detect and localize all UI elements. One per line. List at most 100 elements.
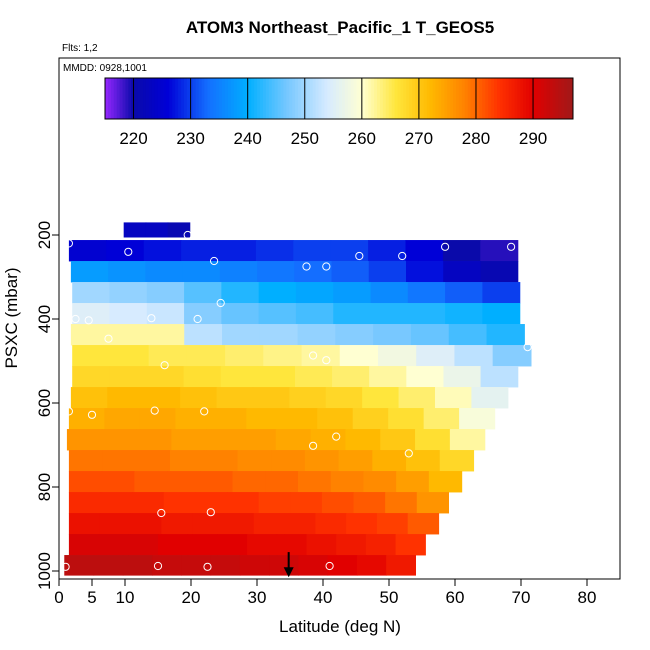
heat-cell xyxy=(315,513,347,535)
heat-cell xyxy=(471,387,509,409)
colorbar-segment xyxy=(567,78,571,119)
heat-cell xyxy=(275,429,312,451)
colorbar-segment xyxy=(549,78,554,119)
colorbar-segment xyxy=(426,78,431,119)
sample-point xyxy=(441,242,450,251)
heat-cell xyxy=(122,555,153,576)
colorbar-segment xyxy=(403,78,407,119)
colorbar-segment xyxy=(327,78,331,119)
heat-cell xyxy=(109,366,148,388)
heat-cell xyxy=(388,408,425,430)
colorbar-segment xyxy=(540,78,545,119)
heat-cell xyxy=(406,450,441,472)
colorbar-segment xyxy=(470,78,475,119)
colorbar-segment xyxy=(508,78,513,119)
colorbar-tick-label: 240 xyxy=(233,129,261,148)
colorbar-segment xyxy=(333,78,337,119)
heat-cell xyxy=(210,555,241,576)
heat-cell xyxy=(362,387,400,409)
colorbar-segment xyxy=(222,78,226,119)
heat-cell xyxy=(145,222,169,238)
y-tick-label: 200 xyxy=(35,221,54,249)
colorbar-tick-label: 220 xyxy=(119,129,147,148)
heat-cell xyxy=(107,387,145,409)
heat-cell xyxy=(376,513,409,535)
colorbar-segment xyxy=(134,78,138,119)
colorbar-tick-label: 290 xyxy=(519,129,547,148)
colorbar-segment xyxy=(204,78,208,119)
heat-cell xyxy=(353,492,386,514)
y-tick-label: 800 xyxy=(35,473,54,501)
colorbar-segment xyxy=(476,78,480,119)
heat-cell xyxy=(227,492,260,514)
heat-cell xyxy=(220,366,259,388)
x-tick-label: 5 xyxy=(87,588,96,607)
heat-cell xyxy=(396,471,430,493)
heat-cell xyxy=(333,303,372,325)
heat-cell xyxy=(134,471,168,493)
heat-cell xyxy=(170,450,205,472)
colorbar-segment xyxy=(125,78,129,119)
heat-cell xyxy=(290,492,323,514)
heat-cell xyxy=(66,429,103,451)
heat-cell xyxy=(72,282,111,304)
heat-cell xyxy=(265,471,299,493)
heat-cell xyxy=(370,303,409,325)
heat-cell xyxy=(199,471,234,493)
heat-cell xyxy=(407,282,446,304)
heat-cell xyxy=(68,450,104,472)
colorbar-segment xyxy=(157,78,162,119)
heat-cell xyxy=(108,324,148,346)
colorbar-segment xyxy=(537,78,542,119)
colorbar-segment xyxy=(458,78,463,119)
colorbar-tick-label: 270 xyxy=(405,129,433,148)
heat-cell xyxy=(269,555,299,576)
colorbar-tick-label: 230 xyxy=(176,129,204,148)
colorbar-segment xyxy=(570,78,574,119)
heat-cell xyxy=(449,429,486,451)
colorbar-segment xyxy=(107,78,112,119)
colorbar-segment xyxy=(128,78,132,119)
colorbar-segment xyxy=(210,78,214,119)
heat-cell xyxy=(416,345,456,367)
heat-cell xyxy=(136,429,172,451)
heat-cell xyxy=(423,408,460,430)
colorbar-segment xyxy=(116,78,121,119)
colorbar-segment xyxy=(262,78,267,119)
heat-cell xyxy=(246,408,283,430)
y-tick-label: 400 xyxy=(35,305,54,333)
colorbar-segment xyxy=(166,78,170,119)
colorbar-segment xyxy=(415,78,419,119)
heat-cell xyxy=(219,261,258,283)
heat-cell xyxy=(143,240,182,262)
heat-cell xyxy=(356,555,387,576)
heat-cell xyxy=(171,429,207,451)
y-tick-label: 1000 xyxy=(35,552,54,590)
colorbar-segment xyxy=(453,78,457,119)
colorbar-tick-label: 250 xyxy=(291,129,319,148)
heat-cell xyxy=(482,282,521,304)
sample-point xyxy=(160,361,169,370)
colorbar-segment xyxy=(561,78,565,119)
sample-point xyxy=(302,262,311,271)
heat-cell xyxy=(146,282,185,304)
heat-cell xyxy=(253,513,286,535)
heat-cell xyxy=(102,450,137,472)
colorbar-segment xyxy=(113,78,118,119)
heat-cell xyxy=(183,366,222,388)
heat-cell xyxy=(132,492,165,514)
heat-cell xyxy=(181,555,212,576)
colorbar-segment xyxy=(280,78,284,119)
heat-cell xyxy=(310,429,347,451)
heat-cell xyxy=(304,450,340,472)
colorbar-segment xyxy=(286,78,290,119)
colorbar-segment xyxy=(339,78,343,119)
heat-cell xyxy=(321,492,355,514)
heat-cell xyxy=(109,282,148,304)
heat-cell xyxy=(327,555,358,576)
heat-cell xyxy=(330,471,365,493)
colorbar-segment xyxy=(216,78,220,119)
colorbar-segment xyxy=(268,78,273,119)
heat-cell xyxy=(406,261,444,283)
colorbar-segment xyxy=(473,78,477,119)
